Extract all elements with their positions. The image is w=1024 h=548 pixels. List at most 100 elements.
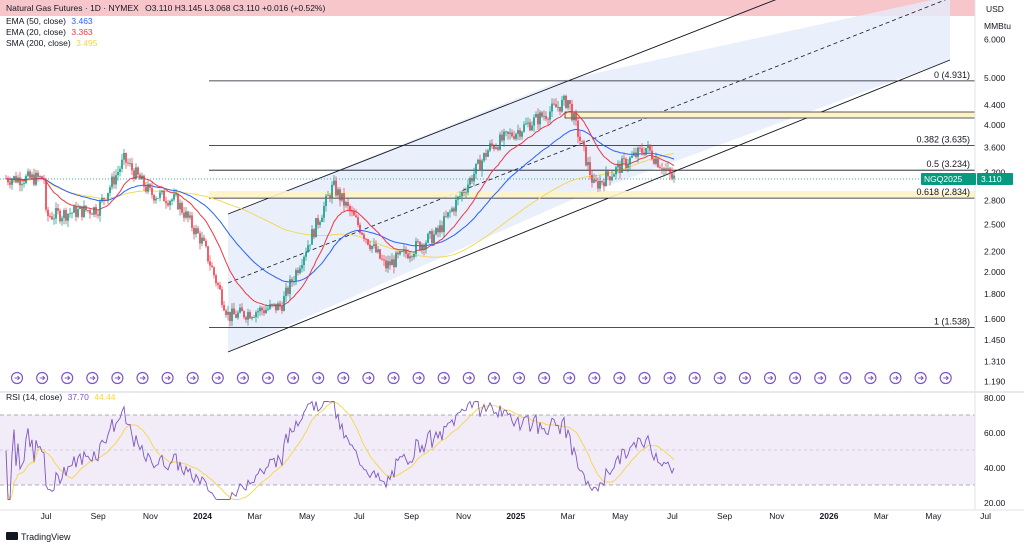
candle-body <box>637 147 639 157</box>
candle-body <box>27 171 29 176</box>
candle-body <box>71 212 73 214</box>
fib-label: 0.382 (3.635) <box>916 134 970 144</box>
candle-body <box>621 158 623 173</box>
candle-body <box>243 311 245 318</box>
candle-body <box>427 233 429 243</box>
candle-body <box>665 168 667 170</box>
price-tick: 2.200 <box>984 247 1006 257</box>
arrow-icon <box>642 375 648 381</box>
parallel-channel[interactable] <box>227 0 951 353</box>
candle-body <box>255 312 257 318</box>
candle-body <box>431 231 433 244</box>
candle-body <box>577 120 579 137</box>
candle-body <box>253 317 255 318</box>
candle-body <box>489 143 491 151</box>
candle-body <box>449 211 451 213</box>
candle-body <box>301 265 303 269</box>
candle-body <box>39 176 41 177</box>
candle-body <box>557 106 559 108</box>
price-tick: 4.400 <box>984 100 1006 110</box>
candle-body <box>463 192 465 193</box>
candle-body <box>625 158 627 168</box>
candle-body <box>399 251 401 255</box>
candle-body <box>579 136 581 141</box>
candle-body <box>219 285 221 290</box>
candle-body <box>65 210 67 221</box>
arrow-icon <box>290 375 297 381</box>
candle-body <box>403 249 405 252</box>
candle-body <box>233 308 235 315</box>
candle-body <box>153 194 155 201</box>
candle-body <box>635 152 637 157</box>
price-axis[interactable]: USD MMBtu 6.000 5.000 4.400 4.000 3.600 3.200… <box>984 4 1011 387</box>
candle-body <box>313 229 315 238</box>
candle-body <box>487 150 489 157</box>
arrow-icon <box>114 375 121 381</box>
event-markers[interactable] <box>10 371 952 385</box>
candle-body <box>401 251 403 252</box>
candle-body <box>457 196 459 200</box>
candle-body <box>509 132 511 134</box>
candle-body <box>481 160 483 171</box>
price-candles <box>5 94 675 327</box>
candle-body <box>381 258 383 260</box>
candle-body <box>423 244 425 250</box>
candle-body <box>199 233 201 244</box>
candle-body <box>119 168 121 172</box>
fib-retracement[interactable]: 0 (4.931) 0.382 (3.635) 0.5 (3.234) 0.618 (… <box>0 70 976 328</box>
candle-body <box>51 216 53 220</box>
sma200-legend: SMA (200, close) 3.495 <box>6 38 98 48</box>
candle-body <box>95 207 97 215</box>
candle-body <box>163 190 165 202</box>
candle-body <box>121 159 123 169</box>
candle-body <box>171 199 173 202</box>
candle-body <box>201 237 203 244</box>
candle-body <box>355 215 357 218</box>
candle-body <box>315 218 317 238</box>
rsi-value: 37.70 <box>68 392 90 402</box>
candle-body <box>187 211 189 218</box>
candle-body <box>245 317 247 320</box>
support-zone <box>209 191 975 198</box>
ema20-label: EMA (20, close) <box>6 27 66 37</box>
candle-body <box>669 168 671 174</box>
candle-body <box>237 312 239 318</box>
candle-body <box>13 176 15 180</box>
candle-body <box>47 209 49 217</box>
candle-body <box>623 158 625 160</box>
candle-body <box>569 100 571 104</box>
time-tick: Sep <box>717 511 732 521</box>
rsi-line <box>5 400 675 500</box>
candle-body <box>311 229 313 245</box>
candle-body <box>151 187 153 195</box>
candle-body <box>533 117 535 126</box>
price-tick: 6.000 <box>984 34 1006 44</box>
fib-label: 0.5 (3.234) <box>926 159 970 169</box>
candle-body <box>309 244 311 246</box>
candle-body <box>641 148 643 153</box>
candle-body <box>575 113 577 121</box>
candle-body <box>33 174 35 185</box>
candle-body <box>523 124 525 132</box>
title-text: Natural Gas Futures · 1D · NYMEX <box>6 3 139 13</box>
candle-body <box>585 146 587 166</box>
candle-body <box>75 206 77 217</box>
candle-body <box>631 155 633 158</box>
candle-body <box>209 261 211 266</box>
price-tick: 3.600 <box>984 143 1006 153</box>
candle-body <box>341 193 343 201</box>
tradingview-logo[interactable]: TradingView <box>6 532 71 542</box>
time-tick: Jul <box>41 511 52 521</box>
time-tick: Nov <box>143 511 159 521</box>
time-axis[interactable]: Jul Sep Nov 2024 Mar May Jul Sep Nov 2025 Mar May Ju… <box>41 511 992 521</box>
candle-body <box>213 267 215 276</box>
candle-body <box>111 176 113 188</box>
candle-body <box>451 208 453 212</box>
candle-body <box>81 206 83 218</box>
candle-body <box>149 184 151 188</box>
arrow-icon <box>365 375 372 381</box>
candle-body <box>587 162 589 166</box>
arrow-icon <box>918 375 924 381</box>
price-tick: 4.000 <box>984 120 1006 130</box>
candle-body <box>175 194 177 195</box>
